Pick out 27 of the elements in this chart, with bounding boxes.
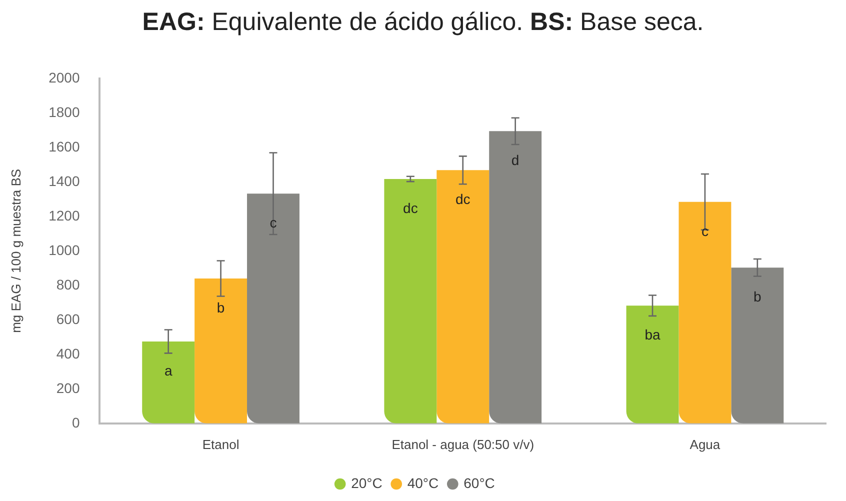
y-tick-label: 1400	[48, 172, 80, 189]
x-tick-label: Etanol	[202, 436, 240, 452]
y-tick-label: 400	[56, 345, 80, 362]
y-tick-label: 1200	[48, 207, 80, 224]
x-tick-label: Agua	[690, 436, 721, 452]
y-tick-label: 600	[56, 310, 80, 327]
y-tick-label: 1800	[48, 104, 80, 120]
data-label: b	[216, 299, 225, 316]
data-label: dc	[455, 191, 470, 208]
data-label: ba	[644, 326, 661, 342]
y-axis-title: mg EAG / 100 g muestra BS	[8, 168, 24, 333]
legend-label: 60°C	[464, 474, 495, 491]
data-label: b	[754, 288, 762, 304]
chart-title: EAG: Equivalente de ácido gálico. BS: Base seca.	[142, 8, 704, 36]
data-label: dc	[403, 200, 418, 216]
x-tick-label: Etanol - agua (50:50 v/v)	[392, 436, 534, 452]
y-tick-label: 1600	[48, 138, 80, 154]
legend-label: 40°C	[407, 474, 439, 491]
legend-label: 20°C	[351, 474, 382, 491]
y-tick-label: 200	[56, 380, 80, 396]
data-label: c	[270, 214, 277, 230]
data-label: a	[164, 362, 172, 378]
data-label: d	[511, 152, 520, 168]
y-tick-label: 800	[56, 276, 80, 292]
y-tick-label: 0	[72, 414, 80, 430]
y-tick-label: 2000	[48, 69, 80, 86]
y-tick-label: 1000	[48, 242, 80, 258]
